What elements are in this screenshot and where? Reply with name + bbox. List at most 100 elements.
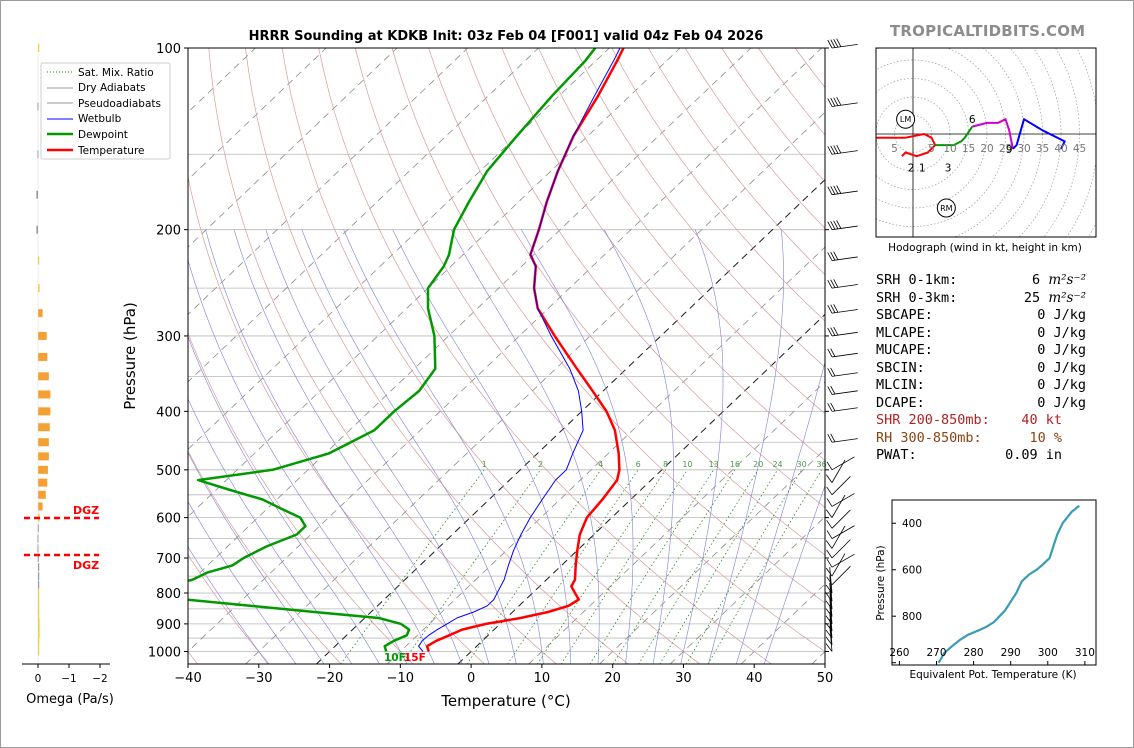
- barb-flag: [833, 251, 839, 260]
- barb-shaft: [829, 567, 833, 594]
- pseudoadiabat: [301, 229, 517, 664]
- param-value: 40 kt: [1021, 412, 1062, 428]
- dgz-top-label: DGZ: [73, 504, 99, 517]
- mixing-ratio-label: 13: [709, 460, 719, 469]
- barb-flag: [825, 540, 833, 549]
- barb-flag: [827, 146, 833, 155]
- pseudoadiabat: [188, 398, 353, 664]
- skewt-ylabel: Pressure (hPa): [121, 302, 139, 410]
- barb-flag: [826, 486, 833, 496]
- hodograph-frame: [875, 47, 1097, 238]
- theta-e-panel: 260 270 280 290 300 310 400 600 800 Equivalent P…: [875, 499, 1097, 681]
- legend: Sat. Mix. Ratio Dry Adiabats Pseudoadiab…: [40, 62, 171, 160]
- dry-adiabat: [245, 48, 629, 664]
- wind-barb: [826, 553, 855, 568]
- wind-barb: [827, 279, 858, 289]
- param-label: SHR 200-850mb:: [876, 412, 990, 428]
- pseudoadiabat: [188, 546, 269, 664]
- hodograph-segment: [1012, 118, 1066, 150]
- mixing-ratio-line: [685, 469, 802, 664]
- mixing-ratio-label: 4: [598, 460, 603, 469]
- x-tick-label: 50: [817, 671, 834, 686]
- temperature-profile: [425, 48, 625, 652]
- theta-e-ticks: 260 270 280 290 300 310 400 600 800: [889, 518, 1095, 665]
- barb-flag: [833, 279, 839, 288]
- skewt-ticks: −40 −30 −20 −10 0 10 20 30 40 50 100 200 300 400 500 60…: [148, 42, 833, 686]
- theta-e-x-tick-label: 280: [964, 647, 984, 659]
- barb-flag: [830, 367, 836, 377]
- hodograph-rings: [876, 48, 1096, 237]
- omega-bar: [38, 284, 40, 293]
- hodograph-height-label: 1: [919, 162, 926, 174]
- theta-e-y-tick-label: 800: [902, 611, 922, 623]
- dgz-markers: DGZ DGZ: [24, 504, 99, 572]
- storm-motion-label: LM: [900, 115, 911, 124]
- x-tick-label: 10: [534, 671, 551, 686]
- wind-barb: [826, 539, 851, 559]
- mixing-ratio-line: [340, 469, 485, 664]
- barb-flag: [833, 145, 839, 154]
- barb-shaft: [829, 605, 833, 632]
- omega-tick-1: −1: [61, 673, 76, 685]
- barb-flag: [827, 327, 833, 337]
- wetbulb-profile: [418, 48, 621, 652]
- y-tick-label: 900: [156, 618, 181, 633]
- omega-bar: [36, 190, 38, 199]
- wind-barb: [827, 185, 858, 196]
- param-row: SRH 0-1km: 6 m²s⁻²: [876, 272, 1086, 290]
- hodograph-ring-label: 25: [999, 143, 1012, 155]
- param-row: SHR 200-850mb: 40 kt: [876, 412, 1086, 430]
- hodograph-segment: [935, 126, 974, 147]
- barb-flag: [833, 220, 839, 230]
- barb-flag: [827, 186, 833, 195]
- pseudoadiabat: [188, 259, 408, 664]
- barb-flag: [826, 520, 833, 529]
- hodograph-caption: Hodograph (wind in kt, height in km): [888, 242, 1082, 254]
- mixing-ratio-label: 2: [538, 460, 543, 469]
- param-label: RH 300-850mb:: [876, 429, 982, 446]
- barb-flag: [827, 252, 833, 261]
- wind-barb: [827, 251, 858, 261]
- param-label: PWAT:: [876, 447, 917, 463]
- omega-bar: [38, 372, 49, 381]
- omega-panel: 0 −1 −2 Omega (Pa/s) DGZ DGZ: [22, 44, 114, 707]
- theta-e-x-tick-label: 260: [889, 647, 909, 659]
- omega-bar: [38, 438, 49, 447]
- mixing-ratio-line: [707, 469, 822, 664]
- x-tick-label: 40: [746, 671, 763, 686]
- hodograph-ring-label: 20: [980, 143, 993, 155]
- barb-flag: [830, 348, 836, 357]
- barb-flag: [827, 348, 833, 358]
- omega-bar: [38, 465, 48, 474]
- skewt-background-lines: [188, 48, 825, 664]
- y-tick-label: 600: [156, 512, 181, 527]
- omega-bar: [37, 554, 39, 563]
- barb-flag: [825, 474, 833, 483]
- hodograph-ring-label: 5: [891, 143, 898, 155]
- theta-e-xlabel: Equivalent Pot. Temperature (K): [909, 669, 1076, 681]
- param-row: RH 300-850mb: 10 %: [876, 430, 1086, 448]
- wind-barb: [826, 509, 851, 529]
- pseudoadiabat: [603, 229, 675, 664]
- theta-e-profile: [937, 504, 1080, 664]
- theta-e-frame: [891, 499, 1097, 666]
- hodograph-ring-label: 10: [943, 143, 956, 155]
- hodograph-height-label: 9: [1006, 144, 1013, 156]
- parameters-table: SRH 0-1km: 6 m²s⁻² SRH 0-3km: 25 m²s⁻² SBC…: [876, 272, 1086, 465]
- wind-barb: [827, 38, 858, 49]
- x-tick-label: −20: [316, 671, 343, 686]
- y-tick-label: 500: [156, 464, 181, 479]
- barb-shaft: [829, 618, 833, 645]
- isotherm-line: [188, 48, 681, 518]
- omega-bar: [36, 225, 38, 234]
- x-tick-label: −10: [387, 671, 414, 686]
- omega-bar: [38, 618, 40, 627]
- barb-flag: [826, 559, 833, 568]
- param-label: SRH 0-1km:: [876, 272, 958, 288]
- wind-barb: [827, 97, 858, 107]
- pseudoadiabat: [233, 229, 463, 664]
- wind-barb: [825, 525, 846, 549]
- barb-shaft: [831, 525, 846, 549]
- barb-shaft: [831, 459, 846, 483]
- barb-shaft: [829, 597, 833, 624]
